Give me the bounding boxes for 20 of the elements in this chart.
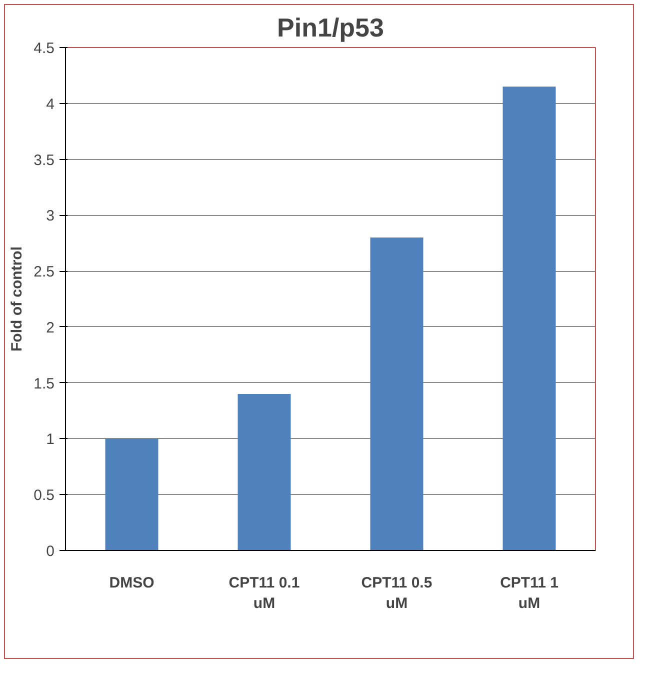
x-tick-label: CPT11 0.1 uM (228, 574, 300, 612)
y-tick-label: 2 (46, 319, 54, 336)
chart-title: Pin1/p53 (277, 12, 384, 42)
x-tick-label: CPT11 1 uM (500, 574, 558, 612)
y-tick-label: 1.5 (34, 375, 55, 392)
bar (105, 438, 158, 550)
bar (238, 394, 291, 550)
x-tick-label: CPT11 0.5 uM (361, 574, 432, 612)
y-tick-label: 4 (46, 96, 54, 113)
y-tick-label: 0.5 (34, 487, 55, 504)
bar (370, 238, 424, 550)
y-tick-label: 3.5 (34, 152, 55, 169)
y-tick-label: 0 (46, 543, 54, 560)
y-tick-label: 2.5 (34, 264, 55, 281)
y-tick-label: 4.5 (34, 40, 55, 57)
y-axis-title: Fold of control (8, 246, 26, 352)
y-tick-label: 1 (46, 431, 54, 448)
y-tick-label: 3 (46, 208, 54, 225)
x-tick-label: DMSO (109, 574, 155, 592)
bar (502, 86, 556, 550)
